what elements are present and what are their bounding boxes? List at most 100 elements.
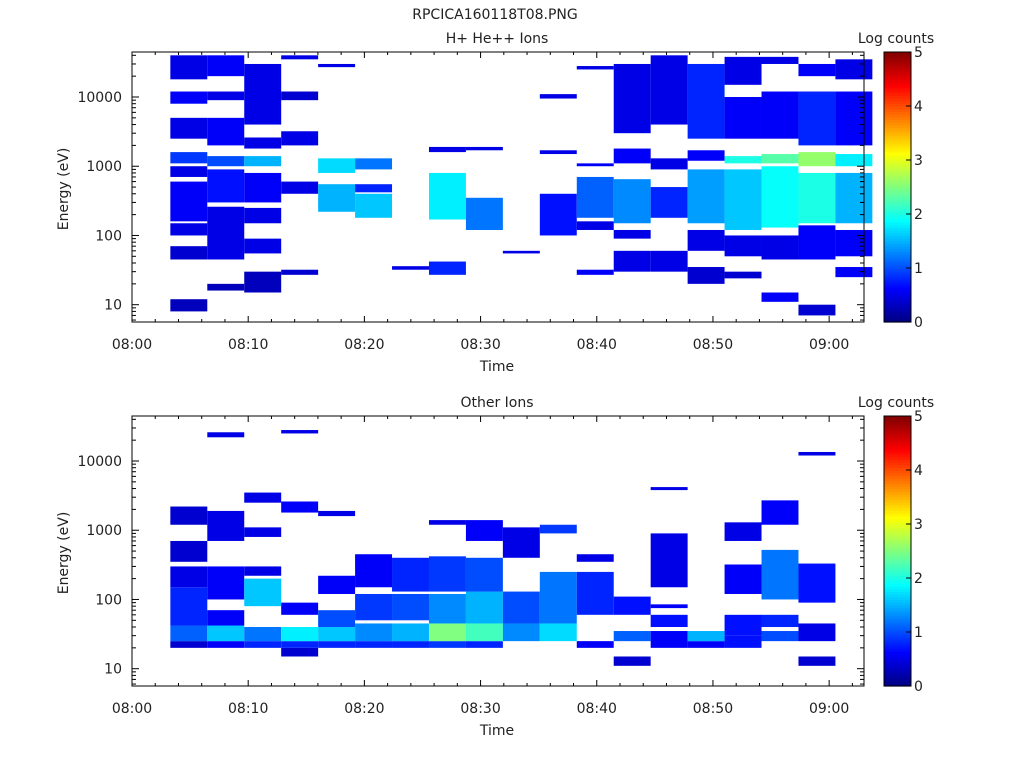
colorbar-step <box>884 680 911 684</box>
colorbar-step <box>884 160 911 164</box>
x-tick-label: 08:30 <box>460 701 500 717</box>
colorbar-tick-label: 0 <box>914 315 923 331</box>
colorbar-step <box>884 583 911 587</box>
heatmap-cell <box>650 604 688 609</box>
x-tick-label: 08:20 <box>344 701 384 717</box>
colorbar: 0 1 2 3 4 5 <box>883 45 923 331</box>
heatmap-cell <box>576 221 614 230</box>
heatmap-cell <box>355 554 393 588</box>
colorbar-step <box>884 238 911 242</box>
colorbar-step <box>884 141 911 145</box>
heatmap-cell <box>576 66 614 70</box>
colorbar-step <box>884 116 911 121</box>
colorbar-step <box>884 187 911 191</box>
colorbar-step <box>884 545 911 549</box>
heatmap-cell <box>761 614 799 628</box>
colorbar-step <box>884 677 911 682</box>
colorbar-step <box>884 162 911 166</box>
heatmap-cell <box>798 152 836 167</box>
colorbar-step <box>884 108 911 112</box>
colorbar-step <box>884 203 911 207</box>
colorbar-step <box>884 548 911 552</box>
heatmap-cell <box>318 641 356 648</box>
colorbar-step <box>884 532 911 536</box>
x-tick-label: 08:50 <box>693 701 733 717</box>
colorbar-step <box>884 143 911 148</box>
heatmap-cell <box>539 193 577 236</box>
colorbar-step <box>884 443 911 447</box>
colorbar-tick-label: 3 <box>914 153 923 169</box>
heatmap-cell <box>207 432 245 438</box>
heatmap-cell <box>355 184 393 193</box>
colorbar-step <box>884 57 911 61</box>
heatmap-cell <box>650 614 688 628</box>
heatmap-cell <box>539 150 577 155</box>
colorbar-step <box>884 507 911 512</box>
heatmap-cell <box>613 148 651 164</box>
heatmap-cell <box>207 91 245 101</box>
heatmap-cell <box>281 269 319 275</box>
colorbar-step <box>884 515 911 520</box>
colorbar-step <box>884 124 911 129</box>
heatmap-cell <box>465 520 503 541</box>
colorbar-step <box>884 173 911 177</box>
colorbar-step <box>884 618 911 622</box>
heatmap-cell <box>207 206 245 260</box>
colorbar-step <box>884 542 911 547</box>
panel-h-he-ions: H+ He++ Ions Time Energy (eV) Log counts… <box>56 31 934 375</box>
colorbar-tick-label: 2 <box>914 207 923 223</box>
colorbar-step <box>884 648 911 652</box>
colorbar-step <box>884 232 911 237</box>
colorbar-step <box>884 106 911 110</box>
heatmap-cell <box>835 91 873 146</box>
colorbar-step <box>884 586 911 590</box>
heatmap-cell <box>281 91 319 101</box>
colorbar-step <box>884 437 911 441</box>
heatmap-cell <box>428 641 466 648</box>
colorbar-step <box>884 461 911 466</box>
colorbar-step <box>884 319 911 323</box>
heatmap-cell <box>687 267 725 284</box>
heatmap-cell <box>650 487 688 491</box>
colorbar-step <box>884 505 911 509</box>
colorbar-step <box>884 607 911 611</box>
heatmap-cell <box>318 184 356 212</box>
colorbar-step <box>884 295 911 299</box>
heatmap-cell <box>318 627 356 642</box>
heatmap-cell <box>355 193 393 218</box>
heatmap-cell <box>835 154 873 167</box>
colorbar-step <box>884 540 911 544</box>
colorbar-step <box>884 664 911 668</box>
heatmap-cell <box>798 225 836 260</box>
colorbar-step <box>884 567 911 571</box>
heatmap-cell <box>170 587 208 626</box>
colorbar-step <box>884 111 911 115</box>
heatmap-cell <box>170 540 208 562</box>
heatmap-cell <box>576 269 614 275</box>
colorbar-step <box>884 556 911 560</box>
colorbar-step <box>884 151 911 156</box>
heatmap-cell <box>207 625 245 642</box>
x-tick-label: 08:00 <box>112 701 152 717</box>
colorbar-step <box>884 661 911 665</box>
colorbar-step <box>884 65 911 69</box>
colorbar-step <box>884 230 911 234</box>
heatmap-cell <box>798 563 836 603</box>
colorbar-step <box>884 610 911 614</box>
heatmap-cell <box>687 631 725 642</box>
heatmap-cell <box>724 614 762 636</box>
heatmap-cell <box>392 557 429 592</box>
colorbar-step <box>884 488 911 493</box>
colorbar-step <box>884 95 911 99</box>
colorbar-step <box>884 278 911 283</box>
x-tick-label: 09:00 <box>809 701 849 717</box>
colorbar-step <box>884 588 911 593</box>
colorbar-step <box>884 459 911 463</box>
colorbar-step <box>884 429 911 433</box>
colorbar-step <box>884 197 911 202</box>
colorbar-step <box>884 659 911 663</box>
colorbar-step <box>884 529 911 533</box>
colorbar-step <box>884 235 911 239</box>
heatmap-cell <box>392 623 429 642</box>
y-tick-label: 1000 <box>86 523 122 539</box>
